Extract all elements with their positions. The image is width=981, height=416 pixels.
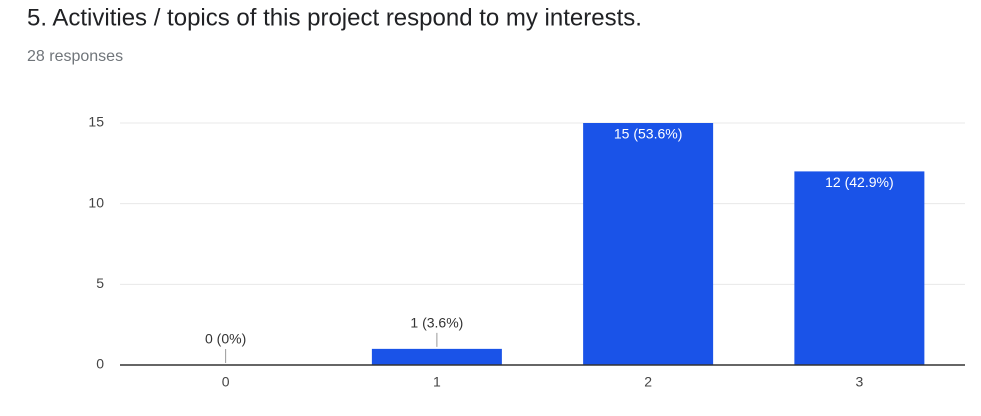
chart-title: 5. Activities / topics of this project r… [27, 4, 642, 31]
y-tick-label: 15 [88, 114, 104, 130]
bar [371, 348, 502, 365]
chart-subtitle: 28 responses [27, 48, 123, 65]
bar [794, 171, 925, 365]
bar [583, 123, 714, 365]
x-tick-label: 1 [433, 374, 441, 390]
y-tick-label: 5 [96, 275, 104, 291]
data-label: 12 (42.9%) [825, 174, 893, 190]
data-label: 0 (0%) [205, 331, 246, 347]
data-label: 1 (3.6%) [410, 315, 463, 331]
y-tick-label: 10 [88, 194, 104, 210]
data-label: 15 (53.6%) [614, 126, 682, 142]
x-tick-label: 3 [855, 374, 863, 390]
y-tick-label: 0 [96, 356, 104, 372]
x-tick-label: 2 [644, 374, 652, 390]
x-tick-label: 0 [222, 374, 230, 390]
